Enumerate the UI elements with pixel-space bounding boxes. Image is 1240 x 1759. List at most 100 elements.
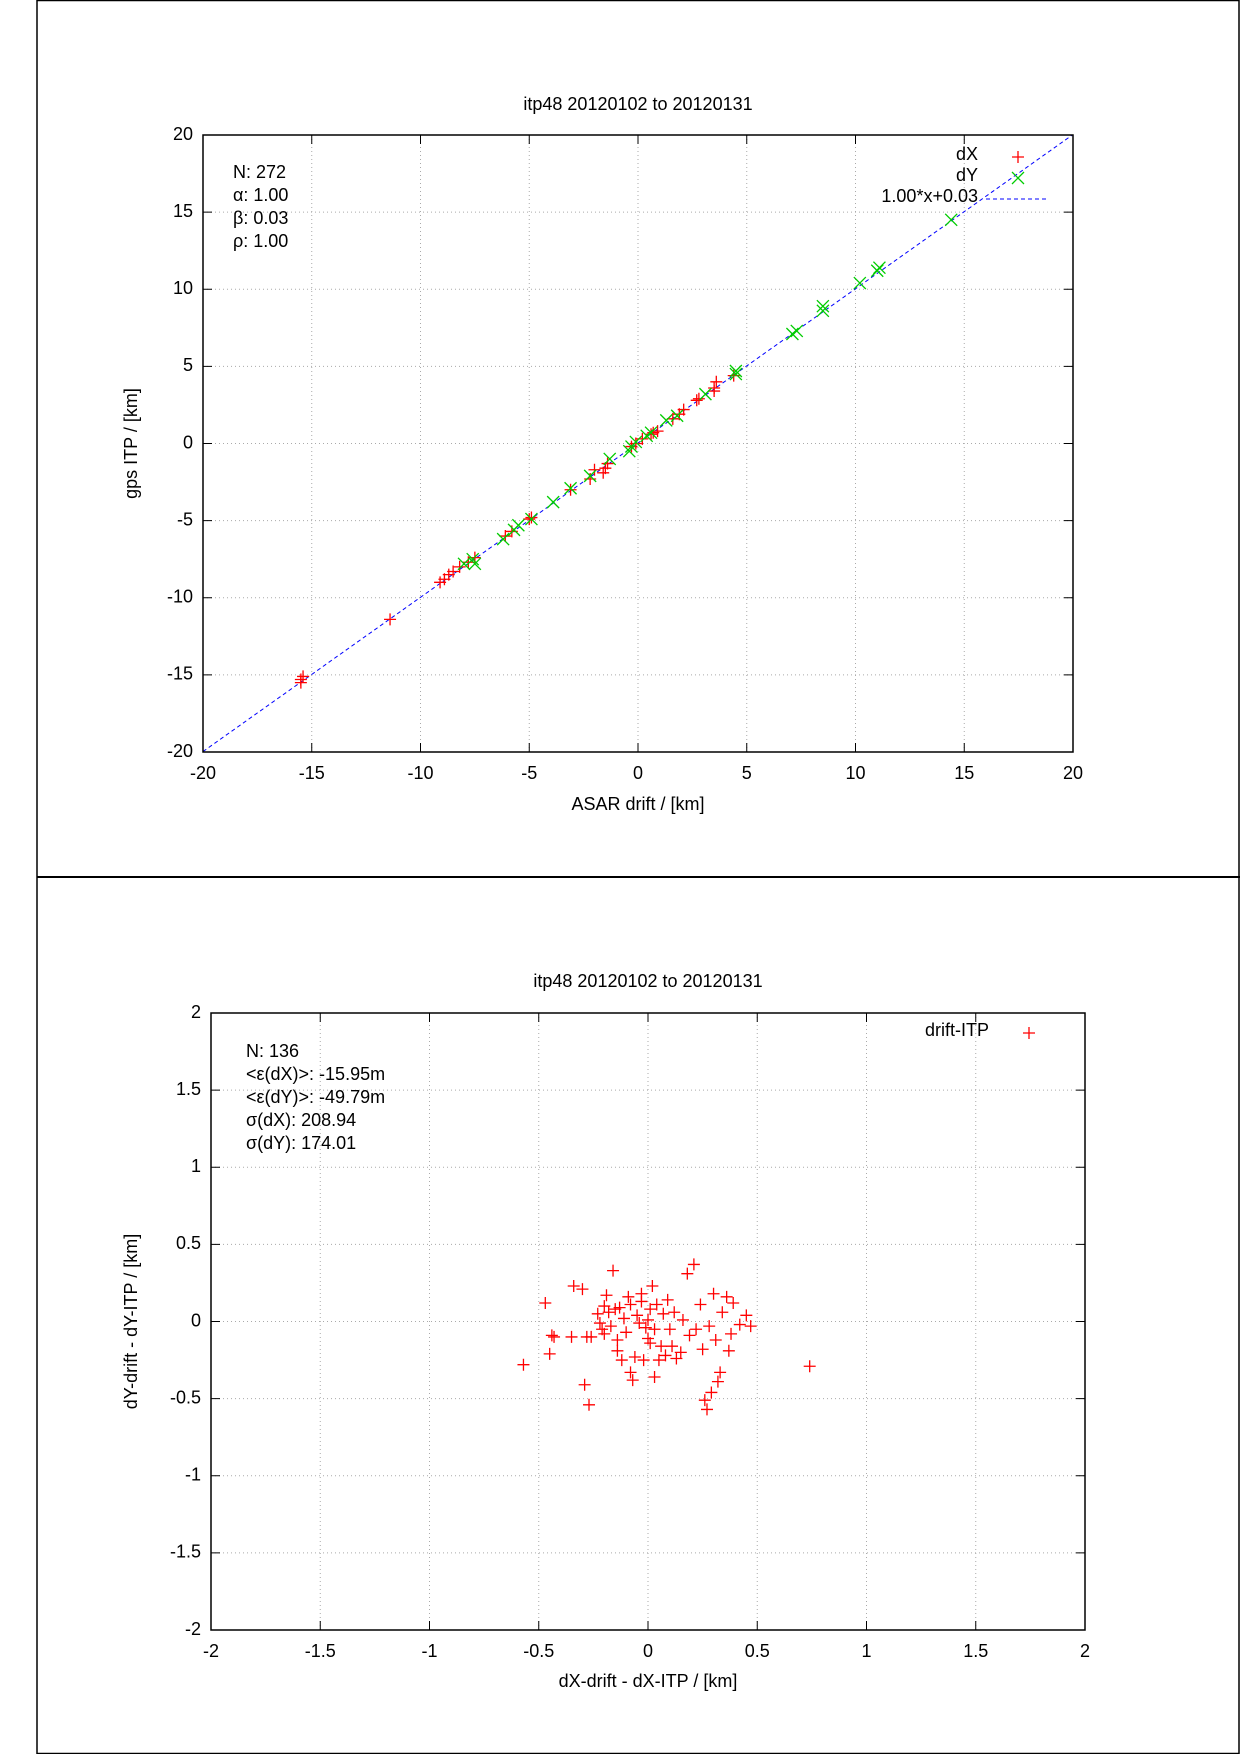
y-tick-label: -1 [185,1465,201,1485]
data-point [944,213,958,227]
data-point [583,1398,596,1411]
data-point [668,1306,681,1319]
data-point [468,557,482,571]
data-point [687,1258,700,1271]
data-point [524,512,538,526]
data-point [698,1394,711,1407]
x-tick-label: -10 [407,763,433,783]
data-point [633,1317,646,1330]
data-point [591,1307,604,1320]
annotation: β: 0.03 [233,208,288,228]
data-point [598,1300,611,1313]
y-tick-label: 20 [173,124,193,144]
data-point [727,1296,740,1309]
data-point [655,1340,668,1353]
data-point [576,1283,589,1296]
x-tick-label: 2 [1080,1641,1090,1661]
data-point [543,1347,556,1360]
data-point [607,1264,620,1277]
data-point [694,1298,707,1311]
data-point [703,1320,716,1333]
data-point [624,1366,637,1379]
data-point [681,1267,694,1280]
annotation: N: 272 [233,162,286,182]
data-point [872,261,886,275]
data-point [714,1366,727,1379]
data-point [683,1329,696,1342]
data-point [622,1290,635,1303]
data-point [716,1306,729,1319]
data-point [601,457,614,470]
data-point [711,1375,724,1388]
data-point [615,1354,628,1367]
data-point [666,1340,679,1353]
data-point [637,1354,650,1367]
annotation: σ(dX): 208.94 [246,1110,356,1130]
y-tick-label: 1.5 [176,1079,201,1099]
data-point [602,1306,615,1319]
data-point [588,463,601,476]
data-point [517,1358,530,1371]
data-point [620,1326,633,1339]
data-point [511,518,525,532]
data-point [466,552,480,566]
x-tick-label: 15 [954,763,974,783]
y-tick-label: 1 [191,1156,201,1176]
data-point [496,532,510,546]
data-point [598,1327,611,1340]
data-point [644,1303,657,1316]
y-tick-label: 10 [173,278,193,298]
plot-frame [202,134,1074,753]
y-axis-label: dY-drift - dY-ITP / [km] [121,1234,141,1409]
data-point [652,1354,665,1367]
chart-title: itp48 20120102 to 20120131 [523,94,752,114]
y-tick-label: 15 [173,201,193,221]
data-point [816,304,830,318]
x-tick-label: 0 [633,763,643,783]
data-point [297,670,310,683]
data-point [294,676,307,689]
data-point [651,425,664,438]
data-point [539,1296,552,1309]
data-point [624,1298,637,1311]
data-point [642,1332,654,1345]
data-point [546,495,560,509]
annotation: σ(dY): 174.01 [246,1133,356,1153]
y-tick-label: -2 [185,1619,201,1639]
annotation: N: 136 [246,1041,299,1061]
data-point [629,437,642,450]
data-point [710,375,723,388]
x-tick-label: -20 [190,763,216,783]
data-point [457,557,471,571]
data-point [650,1298,663,1311]
data-point [564,481,578,495]
data-point [583,469,597,483]
x-tick-label: 0.5 [745,1641,770,1661]
x-tick-label: -1.5 [305,1641,336,1661]
data-point [604,1320,617,1333]
x-axis-label: dX-drift - dX-ITP / [km] [559,1671,738,1691]
y-tick-label: -5 [177,509,193,529]
data-point [676,1313,689,1326]
data-point [803,1360,816,1373]
x-tick-label: 10 [845,763,865,783]
data-point [578,1378,591,1391]
data-point [545,1329,558,1342]
data-point [708,385,721,398]
data-point [657,1307,670,1320]
legend-marker [1023,1027,1035,1039]
y-tick-label: -0.5 [170,1387,201,1407]
data-point [567,1280,580,1293]
data-point [462,556,475,569]
x-tick-label: -2 [203,1641,219,1661]
data-point [744,1320,757,1333]
x-axis-label: ASAR drift / [km] [571,794,704,814]
y-tick-label: 5 [183,355,193,375]
data-point [729,364,743,378]
data-point [790,324,804,338]
data-point [453,560,466,573]
plot-area [203,135,1073,752]
data-point [593,1317,606,1330]
data-point [659,413,673,427]
